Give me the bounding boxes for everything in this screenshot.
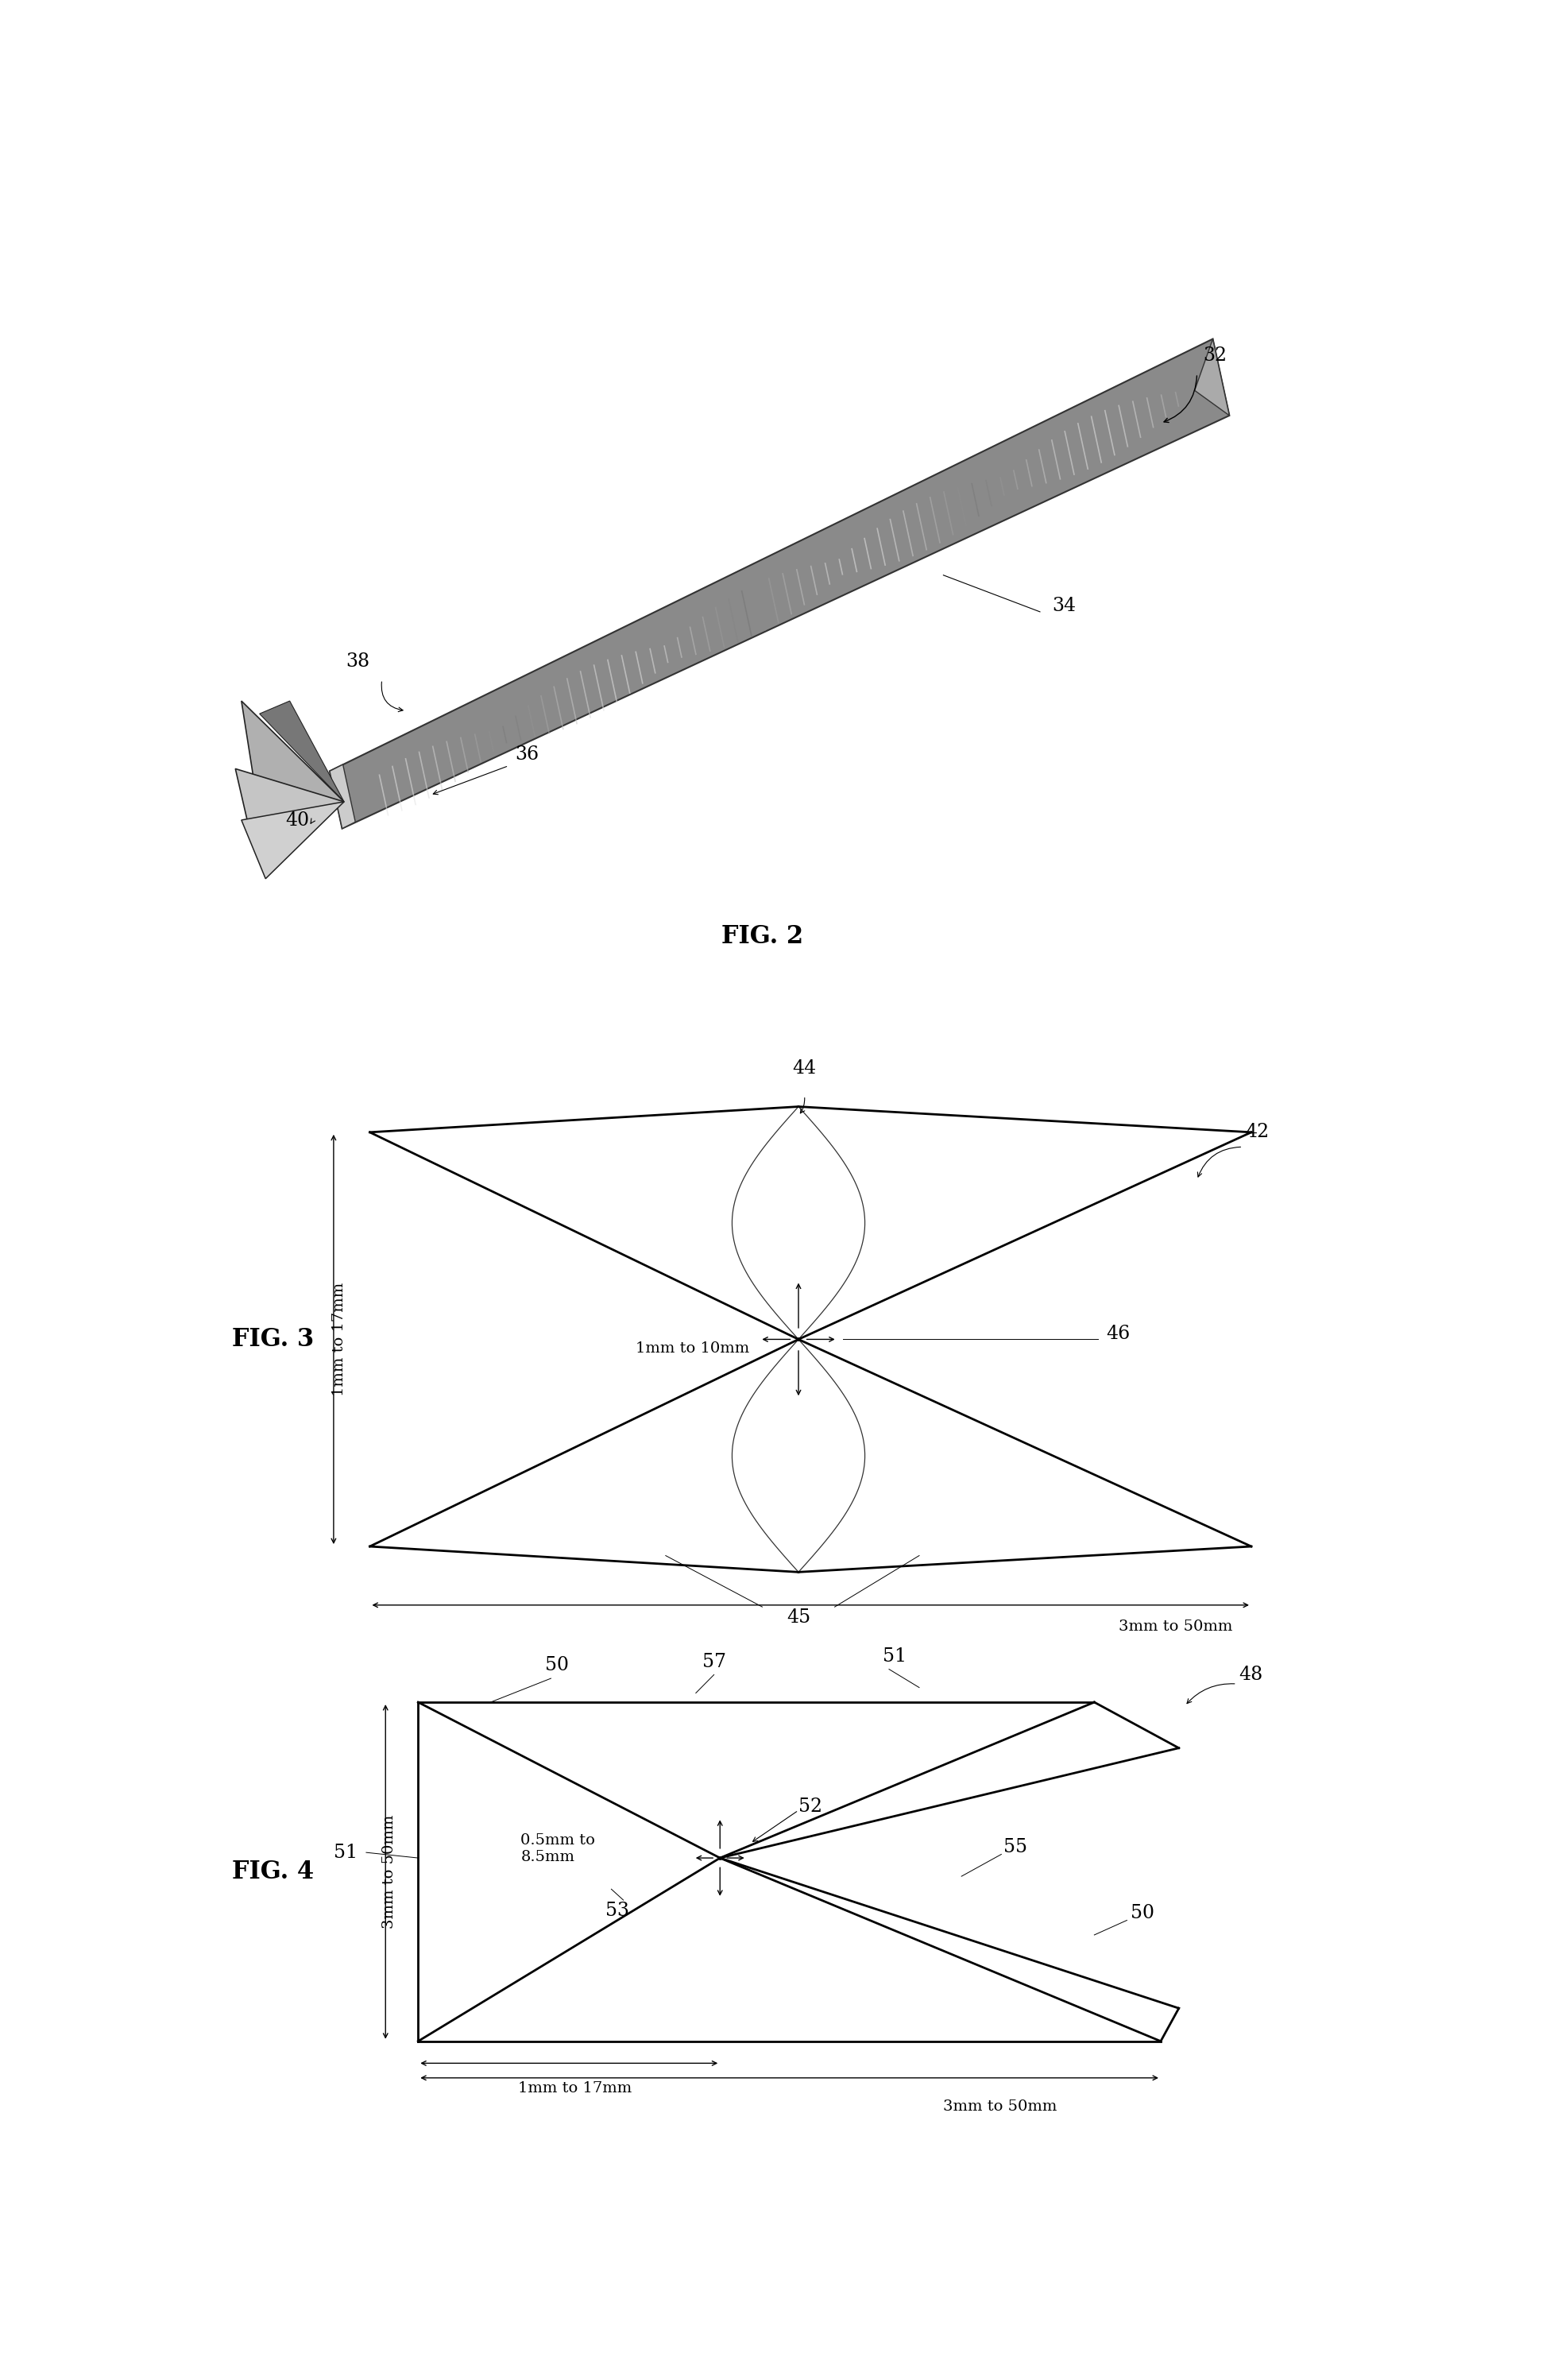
Polygon shape — [241, 802, 344, 878]
Text: 40: 40 — [285, 812, 308, 831]
Text: 42: 42 — [1245, 1123, 1270, 1142]
Text: 44: 44 — [793, 1059, 816, 1078]
Polygon shape — [235, 769, 344, 847]
Polygon shape — [260, 702, 344, 802]
Text: 53: 53 — [606, 1902, 629, 1921]
Text: 48: 48 — [1239, 1666, 1264, 1683]
Text: 51: 51 — [333, 1844, 358, 1861]
Text: 3mm to 50mm: 3mm to 50mm — [944, 2099, 1058, 2113]
Text: 3mm to 50mm: 3mm to 50mm — [382, 1814, 396, 1928]
Text: 3mm to 50mm: 3mm to 50mm — [1119, 1621, 1232, 1635]
Text: 50: 50 — [1131, 1904, 1154, 1923]
Text: 38: 38 — [346, 652, 369, 671]
Text: 46: 46 — [1106, 1326, 1131, 1342]
Text: 32: 32 — [1203, 345, 1226, 364]
Text: FIG. 3: FIG. 3 — [232, 1328, 315, 1352]
Text: 0.5mm to
8.5mm: 0.5mm to 8.5mm — [520, 1833, 595, 1864]
Text: FIG. 4: FIG. 4 — [232, 1859, 315, 1885]
Text: 36: 36 — [514, 745, 539, 764]
Text: 51: 51 — [883, 1647, 907, 1666]
Text: 52: 52 — [799, 1797, 823, 1816]
Text: 1mm to 10mm: 1mm to 10mm — [636, 1342, 749, 1357]
Text: 57: 57 — [703, 1652, 726, 1671]
Polygon shape — [330, 338, 1229, 828]
Text: 34: 34 — [1052, 597, 1077, 616]
Text: FIG. 2: FIG. 2 — [721, 923, 804, 950]
Polygon shape — [330, 764, 355, 828]
Text: 1mm to 17mm: 1mm to 17mm — [332, 1283, 347, 1397]
Text: 55: 55 — [1003, 1837, 1028, 1856]
Text: 50: 50 — [545, 1656, 569, 1676]
Polygon shape — [1195, 338, 1229, 416]
Text: 1mm to 17mm: 1mm to 17mm — [519, 2082, 633, 2097]
Polygon shape — [241, 702, 344, 816]
Text: 45: 45 — [787, 1609, 810, 1628]
